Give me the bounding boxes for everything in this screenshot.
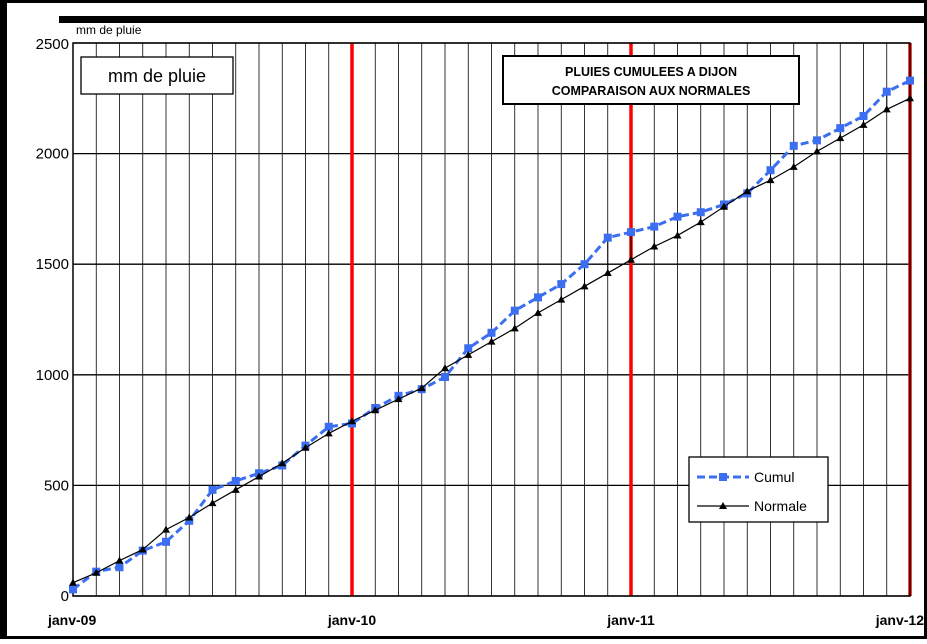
data-point-normale <box>650 242 659 250</box>
data-point-cumul <box>208 485 217 494</box>
data-point-cumul <box>906 76 914 85</box>
data-point-normale <box>789 162 798 170</box>
data-point-normale <box>301 443 310 451</box>
data-point-normale <box>487 337 496 345</box>
data-point-cumul <box>836 124 845 133</box>
data-point-cumul <box>464 344 473 353</box>
y-tick-label: 2000 <box>36 146 69 163</box>
data-point-cumul <box>766 166 775 175</box>
data-point-cumul <box>185 516 194 525</box>
data-point-normale <box>162 525 170 533</box>
unit-label-top: mm de pluie <box>76 23 142 37</box>
data-point-cumul <box>673 212 682 221</box>
data-point-cumul <box>789 141 798 150</box>
data-point-cumul <box>534 293 542 302</box>
data-point-normale <box>696 218 705 226</box>
legend-swatch-marker <box>719 473 727 481</box>
y-tick-label: 1000 <box>36 367 69 384</box>
data-point-normale <box>510 324 519 332</box>
data-point-cumul <box>603 233 612 242</box>
data-point-cumul <box>162 537 170 546</box>
data-point-normale <box>278 459 287 467</box>
data-point-cumul <box>882 87 891 96</box>
y-tick-label: 500 <box>44 477 69 494</box>
plot-border <box>72 42 911 597</box>
data-point-normale <box>441 364 449 372</box>
data-point-normale <box>882 105 891 113</box>
data-point-normale <box>859 120 868 128</box>
legend-box <box>688 456 829 523</box>
data-point-normale <box>906 94 914 102</box>
x-tick-label: janv-11 <box>606 612 655 628</box>
data-point-cumul <box>231 476 240 485</box>
chart-title: PLUIES CUMULEES A DIJON <box>565 65 737 79</box>
title-box <box>502 55 800 105</box>
data-point-normale <box>603 269 612 277</box>
data-point-cumul <box>510 306 519 315</box>
top-black-band <box>59 16 927 23</box>
data-point-normale <box>138 545 147 553</box>
data-point-normale <box>324 429 333 437</box>
data-point-normale <box>348 417 356 425</box>
overlays: mm de pluie PLUIES CUMULEES A DIJON COMPAR… <box>80 55 829 523</box>
data-point-normale <box>255 472 263 480</box>
legend-swatch-marker <box>719 502 727 509</box>
data-point-normale <box>208 499 217 507</box>
data-point-cumul <box>696 208 705 217</box>
left-black-band <box>0 0 7 639</box>
x-tick-label: janv-10 <box>327 612 376 628</box>
x-tick-label: janv-09 <box>47 612 96 628</box>
chart-subtitle: COMPARAISON AUX NORMALES <box>552 84 751 98</box>
data-point-cumul <box>859 111 868 120</box>
data-point-normale <box>92 568 101 576</box>
unit-label-box <box>80 56 234 95</box>
data-point-normale <box>185 513 194 521</box>
data-point-normale <box>627 255 635 263</box>
data-point-normale <box>371 406 380 414</box>
data-point-normale <box>557 295 566 303</box>
data-point-normale <box>534 308 542 316</box>
y-tick-label: 1500 <box>36 256 69 273</box>
data-point-cumul <box>324 422 333 431</box>
data-point-cumul <box>115 563 124 572</box>
data-point-normale <box>580 282 589 290</box>
data-point-normale <box>836 134 845 142</box>
data-point-normale <box>813 147 821 155</box>
data-point-cumul <box>441 373 449 382</box>
data-point-cumul <box>69 585 77 594</box>
data-point-cumul <box>650 222 659 231</box>
data-point-normale <box>464 350 473 358</box>
data-point-normale <box>231 485 240 493</box>
legend-label-cumul: Cumul <box>754 469 794 485</box>
y-tick-label: 0 <box>61 588 69 605</box>
x-tick-label: janv-12 <box>875 612 924 628</box>
data-point-cumul <box>580 260 589 269</box>
labels: 0 500 1000 1500 2000 2500 janv-09 janv-10 janv-1… <box>36 23 925 628</box>
y-tick-label: 2500 <box>36 36 69 53</box>
data-point-normale <box>417 384 426 392</box>
data-point-normale <box>766 176 775 184</box>
data-point-cumul <box>813 136 821 145</box>
data-point-normale <box>673 231 682 239</box>
legend-label-normale: Normale <box>754 498 807 514</box>
data-point-normale <box>720 202 728 210</box>
data-point-normale <box>743 187 752 195</box>
data-point-normale <box>115 556 124 564</box>
data-point-cumul <box>557 280 566 289</box>
plot-area <box>69 42 914 597</box>
unit-label-box-text: mm de pluie <box>108 66 206 86</box>
data-point-cumul <box>487 328 496 337</box>
data-point-cumul <box>627 228 635 237</box>
data-point-normale <box>69 578 77 586</box>
data-point-normale <box>394 395 403 403</box>
